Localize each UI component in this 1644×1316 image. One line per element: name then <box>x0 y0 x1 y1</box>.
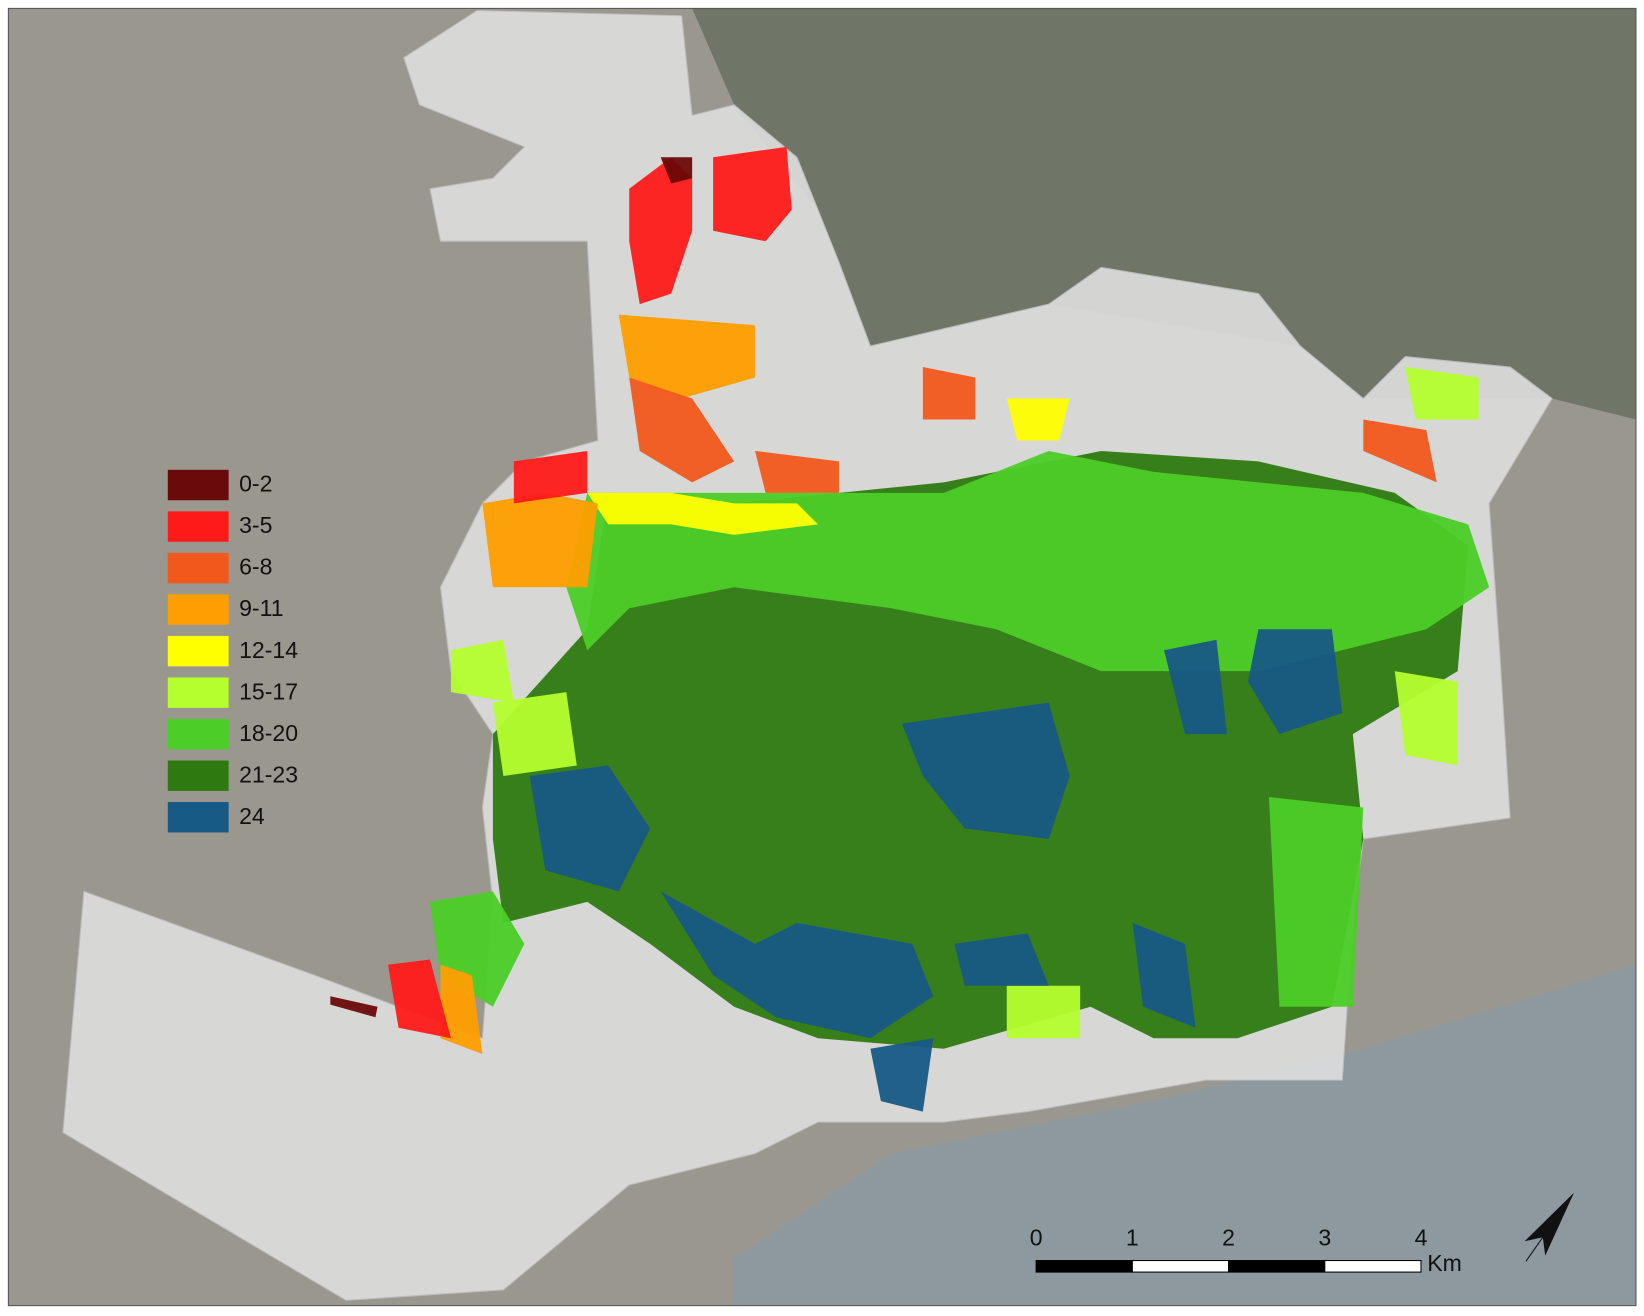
zone <box>901 702 1070 839</box>
scale-segment <box>1324 1260 1422 1273</box>
legend-swatch <box>167 469 229 501</box>
zone <box>618 314 756 399</box>
zone <box>870 1038 934 1112</box>
scale-segment <box>1131 1260 1230 1273</box>
zone <box>755 450 839 493</box>
scale-label: 1 <box>1126 1225 1139 1251</box>
scale-label: 3 <box>1318 1225 1331 1251</box>
zone <box>1006 985 1081 1039</box>
hills <box>692 8 1636 420</box>
legend-label: 24 <box>239 803 265 829</box>
legend-swatch <box>167 635 229 667</box>
zone <box>660 891 934 1039</box>
zone <box>1363 419 1437 483</box>
scale-unit: Km <box>1427 1250 1462 1276</box>
zones <box>330 146 1490 1112</box>
map-frame: 0-2 3-5 6-8 9-11 12-14 15-17 18-20 21-23 24 0 1 2 3 4… <box>7 7 1637 1307</box>
scale-segment <box>1228 1260 1326 1273</box>
zone <box>629 157 693 305</box>
arrow <box>1524 1192 1575 1256</box>
zone <box>629 377 735 483</box>
legend-swatch <box>167 718 229 750</box>
legend-swatch <box>167 511 229 542</box>
legend-label: 15-17 <box>239 678 298 704</box>
legend-swatch <box>167 677 229 708</box>
legend-label: 3-5 <box>239 512 272 538</box>
zone <box>954 933 1049 986</box>
legend-label: 9-11 <box>239 595 283 621</box>
north-arrow <box>1524 1192 1575 1262</box>
scale-label: 0 <box>1030 1225 1043 1251</box>
legend-swatch <box>167 802 229 833</box>
zone <box>482 492 598 588</box>
legend-swatch <box>167 760 229 791</box>
scale-label: 2 <box>1222 1225 1235 1251</box>
zone <box>492 692 577 777</box>
zone <box>1394 671 1458 766</box>
arrow-stem <box>1525 1236 1544 1262</box>
zone <box>1405 367 1479 420</box>
scale-label: 4 <box>1415 1225 1428 1251</box>
zone <box>1164 639 1227 735</box>
legend-swatch <box>167 594 229 625</box>
zone <box>388 959 451 1039</box>
zone <box>1268 797 1364 1007</box>
zone <box>713 146 792 242</box>
scale-segment <box>1035 1260 1133 1273</box>
zone <box>440 964 483 1054</box>
legend-label: 6-8 <box>239 554 272 580</box>
legend-label: 18-20 <box>239 720 298 746</box>
legend-label: 12-14 <box>239 637 298 663</box>
zone <box>1132 922 1196 1028</box>
legend-label: 0-2 <box>239 471 272 497</box>
zone <box>1006 398 1070 441</box>
legend-swatch <box>167 552 229 584</box>
zone <box>922 367 976 420</box>
zone <box>660 157 693 184</box>
zone <box>450 639 514 703</box>
frame <box>7 7 1637 1307</box>
sea <box>734 964 1636 1306</box>
legend-label: 21-23 <box>239 761 298 787</box>
zone <box>513 450 588 504</box>
zone <box>529 765 651 892</box>
zone <box>587 492 818 535</box>
zone <box>330 996 378 1018</box>
zone <box>1247 629 1343 735</box>
